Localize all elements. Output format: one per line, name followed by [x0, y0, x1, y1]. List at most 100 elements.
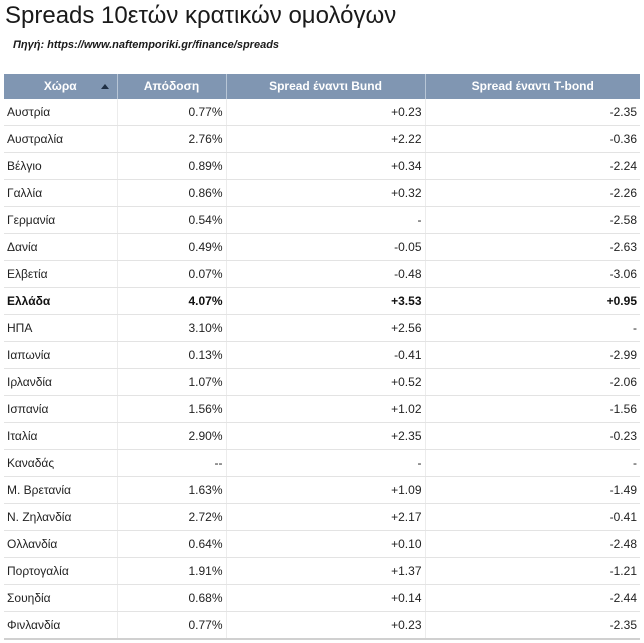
spread-tbond-cell: -3.06: [425, 260, 640, 288]
yield-cell: 0.54%: [117, 206, 227, 234]
spread-tbond-cell: -2.58: [425, 206, 640, 234]
spread-tbond-cell: -2.24: [425, 152, 640, 180]
spread-bund-cell: -: [226, 449, 426, 477]
yield-cell: 3.10%: [117, 314, 227, 342]
table-row: Ελλάδα 4.07% +3.53 +0.95: [4, 287, 640, 315]
column-header-country[interactable]: Χώρα: [4, 74, 118, 99]
table-row: Ιταλία 2.90% +2.35 -0.23: [4, 422, 640, 450]
spread-bund-cell: +2.22: [226, 125, 426, 153]
yield-cell: 0.64%: [117, 530, 227, 558]
spread-bund-cell: +0.23: [226, 611, 426, 640]
column-header-country-label: Χώρα: [43, 79, 77, 93]
country-cell: Καναδάς: [4, 449, 118, 477]
table-header: Χώρα Απόδοση Spread έναντι Bund Spread έ…: [4, 74, 640, 99]
sort-ascending-icon[interactable]: [100, 84, 109, 89]
column-header-yield[interactable]: Απόδοση: [117, 74, 227, 99]
table-row: Ελβετία 0.07% -0.48 -3.06: [4, 260, 640, 288]
table-body: Αυστρία 0.77% +0.23 -2.35 Αυστραλία 2.76% +2.2…: [4, 99, 640, 640]
table-row: Φινλανδία 0.77% +0.23 -2.35: [4, 611, 640, 640]
table-row: ΗΠΑ 3.10% +2.56-: [4, 314, 640, 342]
yield-cell: 0.68%: [117, 584, 227, 612]
spread-bund-cell: +1.02: [226, 395, 426, 423]
yield-cell: 1.91%: [117, 557, 227, 585]
table-row: Ισπανία 1.56% +1.02 -1.56: [4, 395, 640, 423]
spread-bund-cell: +3.53: [226, 287, 426, 315]
yield-cell: 1.56%: [117, 395, 227, 423]
country-cell: Γερμανία: [4, 206, 118, 234]
column-header-spread-bund[interactable]: Spread έναντι Bund: [226, 74, 426, 99]
spread-tbond-cell: -1.49: [425, 476, 640, 504]
spread-tbond-cell: -2.99: [425, 341, 640, 369]
yield-cell: 0.77%: [117, 611, 227, 640]
country-cell: Ιρλανδία: [4, 368, 118, 396]
spread-tbond-cell: -2.48: [425, 530, 640, 558]
country-cell: Αυστραλία: [4, 125, 118, 153]
country-cell: Ελλάδα: [4, 287, 118, 315]
spread-bund-cell: -0.41: [226, 341, 426, 369]
spread-tbond-cell: -0.36: [425, 125, 640, 153]
spread-tbond-cell: -2.26: [425, 179, 640, 207]
country-cell: Ν. Ζηλανδία: [4, 503, 118, 531]
country-cell: Ελβετία: [4, 260, 118, 288]
spread-tbond-cell: -1.21: [425, 557, 640, 585]
yield-cell: 0.86%: [117, 179, 227, 207]
table-row: Ιρλανδία 1.07% +0.52 -2.06: [4, 368, 640, 396]
yield-cell: 1.07%: [117, 368, 227, 396]
table-row: Βέλγιο 0.89% +0.34 -2.24: [4, 152, 640, 180]
yield-cell: --: [117, 449, 227, 477]
spread-tbond-cell: -2.35: [425, 611, 640, 640]
spread-bund-cell: +1.09: [226, 476, 426, 504]
spread-bund-cell: -: [226, 206, 426, 234]
page-title: Spreads 10ετών κρατικών ομολόγων: [5, 2, 397, 29]
table-row: Αυστραλία 2.76% +2.22 -0.36: [4, 125, 640, 153]
country-cell: Φινλανδία: [4, 611, 118, 640]
spread-bund-cell: +0.52: [226, 368, 426, 396]
yield-cell: 1.63%: [117, 476, 227, 504]
spread-tbond-cell: -: [425, 314, 640, 342]
yield-cell: 0.07%: [117, 260, 227, 288]
yield-cell: 2.76%: [117, 125, 227, 153]
source-line: Πηγή: https://www.naftemporiki.gr/financ…: [13, 39, 280, 51]
spread-tbond-cell: -0.23: [425, 422, 640, 450]
spread-bund-cell: -0.48: [226, 260, 426, 288]
spread-bund-cell: +0.14: [226, 584, 426, 612]
table-row: Ν. Ζηλανδία 2.72% +2.17 -0.41: [4, 503, 640, 531]
spread-tbond-cell: -2.63: [425, 233, 640, 261]
spread-tbond-cell: -2.35: [425, 99, 640, 126]
table-row: Καναδάς -- - -: [4, 449, 640, 477]
table-row: Αυστρία 0.77% +0.23 -2.35: [4, 99, 640, 126]
country-cell: Μ. Βρετανία: [4, 476, 118, 504]
yield-cell: 2.72%: [117, 503, 227, 531]
spread-tbond-cell: +0.95: [425, 287, 640, 315]
yield-cell: 0.49%: [117, 233, 227, 261]
table-row: Μ. Βρετανία 1.63% +1.09 -1.49: [4, 476, 640, 504]
country-cell: Ισπανία: [4, 395, 118, 423]
column-header-spread-tbond-label: Spread έναντι T-bond: [471, 79, 594, 93]
spread-bund-cell: +0.23: [226, 99, 426, 126]
yield-cell: 2.90%: [117, 422, 227, 450]
country-cell: Δανία: [4, 233, 118, 261]
spread-bund-cell: +1.37: [226, 557, 426, 585]
table-row: Ιαπωνία 0.13% -0.41 -2.99: [4, 341, 640, 369]
country-cell: Βέλγιο: [4, 152, 118, 180]
spread-bund-cell: +2.35: [226, 422, 426, 450]
country-cell: Ιαπωνία: [4, 341, 118, 369]
spread-tbond-cell: -0.41: [425, 503, 640, 531]
spread-tbond-cell: -2.06: [425, 368, 640, 396]
spread-tbond-cell: -2.44: [425, 584, 640, 612]
table-row: Σουηδία 0.68% +0.14 -2.44: [4, 584, 640, 612]
spreads-table: Χώρα Απόδοση Spread έναντι Bund Spread έ…: [4, 74, 640, 640]
spread-tbond-cell: -1.56: [425, 395, 640, 423]
table-row: Πορτογαλία 1.91% +1.37 -1.21: [4, 557, 640, 585]
header-row: Χώρα Απόδοση Spread έναντι Bund Spread έ…: [4, 74, 640, 99]
spread-bund-cell: +0.34: [226, 152, 426, 180]
column-header-spread-tbond[interactable]: Spread έναντι T-bond: [425, 74, 640, 99]
spread-bund-cell: -0.05: [226, 233, 426, 261]
table-row: Ολλανδία 0.64% +0.10 -2.48: [4, 530, 640, 558]
spread-bund-cell: +2.17: [226, 503, 426, 531]
yield-cell: 4.07%: [117, 287, 227, 315]
column-header-yield-label: Απόδοση: [143, 79, 200, 93]
table-row: Γερμανία 0.54% - -2.58: [4, 206, 640, 234]
spread-bund-cell: +0.10: [226, 530, 426, 558]
table-row: Δανία 0.49% -0.05 -2.63: [4, 233, 640, 261]
